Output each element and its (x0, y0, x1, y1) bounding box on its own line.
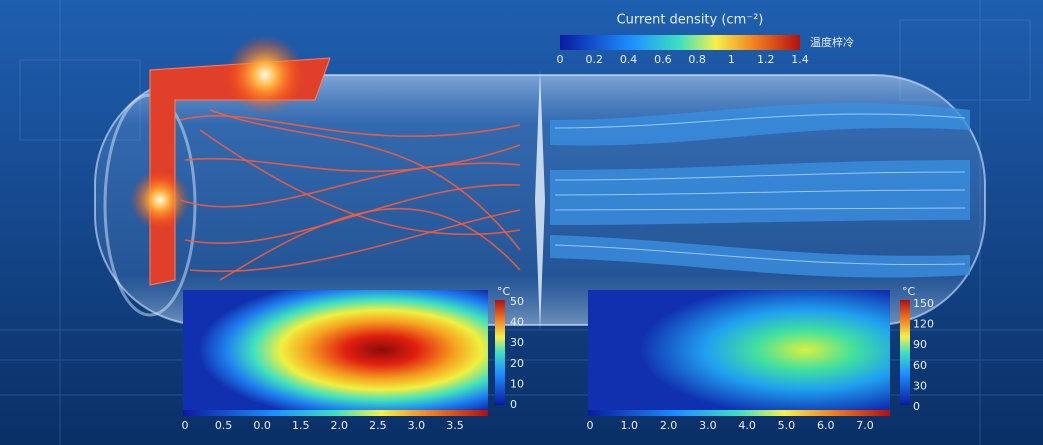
left-colorbar (495, 300, 505, 405)
left-colorbar-tick-label: 50 (510, 295, 524, 308)
left-x-tick-label: 1.5 (292, 419, 310, 432)
colorbar-tick-label: 0 (557, 53, 564, 66)
left-unit: °C (497, 285, 511, 298)
colorbar-tick-label: 0.4 (620, 53, 638, 66)
right-x-tick-label: 4.0 (738, 419, 756, 432)
right-x-tick-label: 7.0 (856, 419, 874, 432)
left-colorbar-tick-label: 30 (510, 336, 524, 349)
colorbar-tick-label: 0.8 (688, 53, 706, 66)
left-colorbar-tick-label: 0 (510, 398, 517, 411)
right-colorbar-tick-label: 150 (913, 297, 934, 310)
right-axis-bar (588, 410, 890, 416)
right-x-tick-label: 1.0 (621, 419, 639, 432)
right-colorbar-tick-label: 120 (913, 318, 934, 331)
colorbar-side-label: 温度梓冷 (810, 35, 854, 49)
right-heatmap (588, 290, 890, 410)
colorbar-tick-label: 1.2 (757, 53, 775, 66)
left-x-tick-label: 3.5 (446, 419, 464, 432)
right-x-tick-label: 3.0 (699, 419, 717, 432)
colorbar-title: Current density (cm⁻²) (617, 13, 764, 28)
right-colorbar-tick-label: 0 (913, 400, 920, 413)
right-x-tick-label: 5.0 (778, 419, 796, 432)
colorbar-tick-label: 0.6 (654, 53, 672, 66)
left-colorbar-tick-label: 20 (510, 357, 524, 370)
right-x-tick-label: 6.0 (817, 419, 835, 432)
divider-glow (535, 70, 545, 330)
left-axis-bar (183, 410, 488, 416)
colorbar-tick-label: 0.2 (586, 53, 604, 66)
left-x-tick-label: 0 (182, 419, 189, 432)
streamlines (554, 113, 966, 266)
left-x-tick-label: 2.5 (369, 419, 387, 432)
right-x-tick-label: 0 (587, 419, 594, 432)
right-unit: °C (902, 285, 916, 298)
right-colorbar (900, 300, 910, 405)
current-streaks (179, 109, 521, 281)
colorbar-tick-label: 1.4 (791, 53, 809, 66)
left-x-tick-label: 2.0 (331, 419, 349, 432)
left-x-tick-label: 3.0 (408, 419, 426, 432)
right-x-tick-label: 2.0 (660, 419, 678, 432)
colorbar-tick-label: 1 (728, 53, 735, 66)
electrode (130, 35, 331, 286)
right-colorbar-tick-label: 90 (913, 338, 927, 351)
left-colorbar-tick-label: 10 (510, 377, 524, 390)
left-heatmap (183, 290, 488, 410)
right-colorbar-tick-label: 60 (913, 359, 927, 372)
left-x-tick-label: 0.5 (215, 419, 233, 432)
colorbar (560, 35, 800, 50)
right-colorbar-tick-label: 30 (913, 379, 927, 392)
left-colorbar-tick-label: 40 (510, 316, 524, 329)
left-x-tick-label: 0.0 (253, 419, 271, 432)
